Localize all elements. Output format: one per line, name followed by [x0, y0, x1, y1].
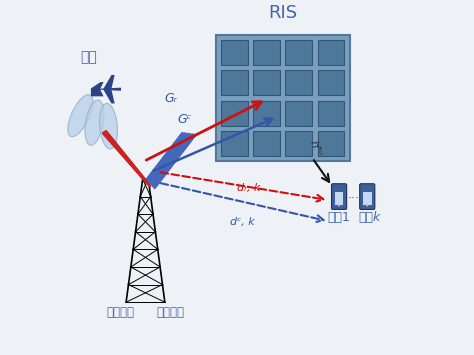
Bar	[285, 100, 312, 126]
Bar	[216, 35, 350, 162]
Bar	[318, 131, 344, 156]
Bar	[253, 40, 280, 65]
FancyBboxPatch shape	[360, 184, 375, 209]
Ellipse shape	[100, 103, 118, 149]
Bar	[221, 131, 248, 156]
Bar	[318, 70, 344, 95]
Bar	[363, 192, 372, 204]
Bar	[318, 40, 344, 65]
Bar	[253, 100, 280, 126]
Text: dᶜ, k: dᶜ, k	[230, 217, 255, 227]
Bar	[221, 100, 248, 126]
Text: RIS: RIS	[268, 4, 297, 22]
Bar	[335, 192, 343, 204]
Text: dᵣ, k: dᵣ, k	[237, 183, 261, 193]
Ellipse shape	[68, 94, 93, 137]
Text: Gᵣ: Gᵣ	[165, 92, 178, 104]
Polygon shape	[104, 75, 115, 103]
Bar	[318, 100, 344, 126]
Bar	[221, 40, 248, 65]
Bar	[253, 70, 280, 95]
Polygon shape	[89, 88, 121, 91]
Text: hᴿᵘ: hᴿᵘ	[308, 139, 323, 158]
Text: 用户k: 用户k	[358, 211, 381, 224]
Text: 目标: 目标	[81, 50, 97, 65]
Circle shape	[366, 204, 368, 207]
Text: 用户1: 用户1	[328, 211, 351, 224]
FancyBboxPatch shape	[331, 184, 346, 209]
Bar	[285, 40, 312, 65]
Text: ...: ...	[347, 188, 359, 201]
Circle shape	[338, 204, 340, 207]
Ellipse shape	[85, 100, 104, 145]
Polygon shape	[91, 82, 104, 96]
Bar	[285, 131, 312, 156]
Bar	[253, 131, 280, 156]
Text: 通信天线: 通信天线	[156, 306, 184, 319]
Text: 雷达天线: 雷达天线	[107, 306, 135, 319]
Bar	[285, 70, 312, 95]
Bar	[221, 70, 248, 95]
Text: Gᶜ: Gᶜ	[177, 113, 191, 126]
